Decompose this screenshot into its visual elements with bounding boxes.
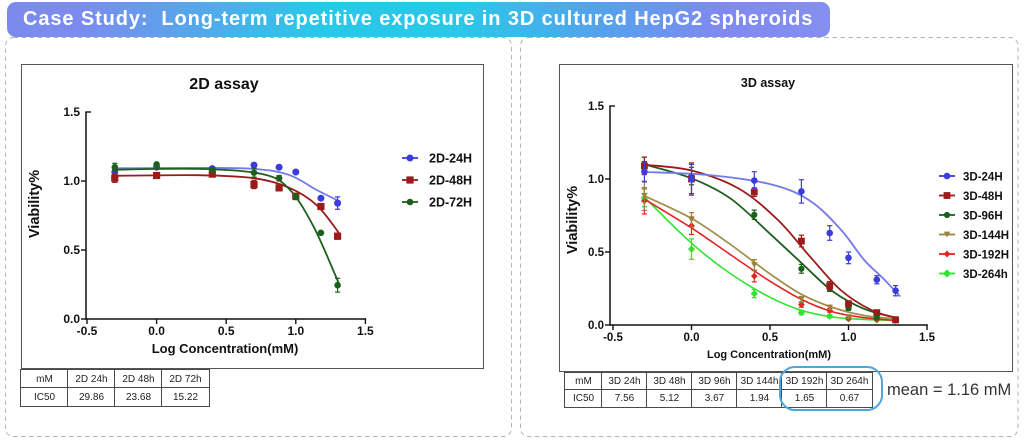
svg-text:3D-96H: 3D-96H bbox=[963, 211, 1003, 223]
svg-text:Log Concentration(mM): Log Concentration(mM) bbox=[707, 349, 831, 361]
svg-text:0.0: 0.0 bbox=[148, 324, 165, 338]
svg-text:2D assay: 2D assay bbox=[189, 76, 258, 93]
svg-text:3D-24H: 3D-24H bbox=[963, 172, 1003, 184]
svg-text:1.0: 1.0 bbox=[588, 174, 604, 186]
svg-text:1.0: 1.0 bbox=[287, 324, 304, 338]
svg-text:-0.5: -0.5 bbox=[77, 324, 98, 338]
svg-text:2D-24H: 2D-24H bbox=[429, 152, 472, 166]
svg-text:3D-48H: 3D-48H bbox=[963, 191, 1003, 203]
svg-text:0.0: 0.0 bbox=[63, 312, 80, 326]
svg-text:Viability%: Viability% bbox=[565, 186, 581, 254]
svg-text:1.0: 1.0 bbox=[63, 174, 80, 188]
svg-text:3D assay: 3D assay bbox=[741, 76, 795, 90]
svg-text:1.5: 1.5 bbox=[588, 101, 605, 113]
svg-text:3D-264h: 3D-264h bbox=[963, 269, 1008, 281]
svg-text:1.5: 1.5 bbox=[357, 324, 374, 338]
svg-text:0.0: 0.0 bbox=[588, 320, 604, 332]
svg-text:2D-72H: 2D-72H bbox=[429, 196, 472, 210]
svg-text:0.5: 0.5 bbox=[218, 324, 235, 338]
svg-text:Log Concentration(mM): Log Concentration(mM) bbox=[152, 341, 299, 356]
svg-text:2D-48H: 2D-48H bbox=[429, 174, 472, 188]
svg-text:0.5: 0.5 bbox=[588, 247, 605, 259]
svg-text:1.0: 1.0 bbox=[841, 332, 857, 344]
svg-text:3D-144H: 3D-144H bbox=[963, 230, 1009, 242]
svg-text:-0.5: -0.5 bbox=[603, 332, 623, 344]
svg-text:0.5: 0.5 bbox=[762, 332, 779, 344]
svg-text:1.5: 1.5 bbox=[919, 332, 936, 344]
svg-text:1.5: 1.5 bbox=[63, 105, 80, 119]
svg-text:Viability%: Viability% bbox=[27, 170, 43, 238]
svg-text:3D-192H: 3D-192H bbox=[963, 250, 1009, 262]
svg-text:0.0: 0.0 bbox=[684, 332, 700, 344]
svg-text:0.5: 0.5 bbox=[63, 243, 80, 257]
